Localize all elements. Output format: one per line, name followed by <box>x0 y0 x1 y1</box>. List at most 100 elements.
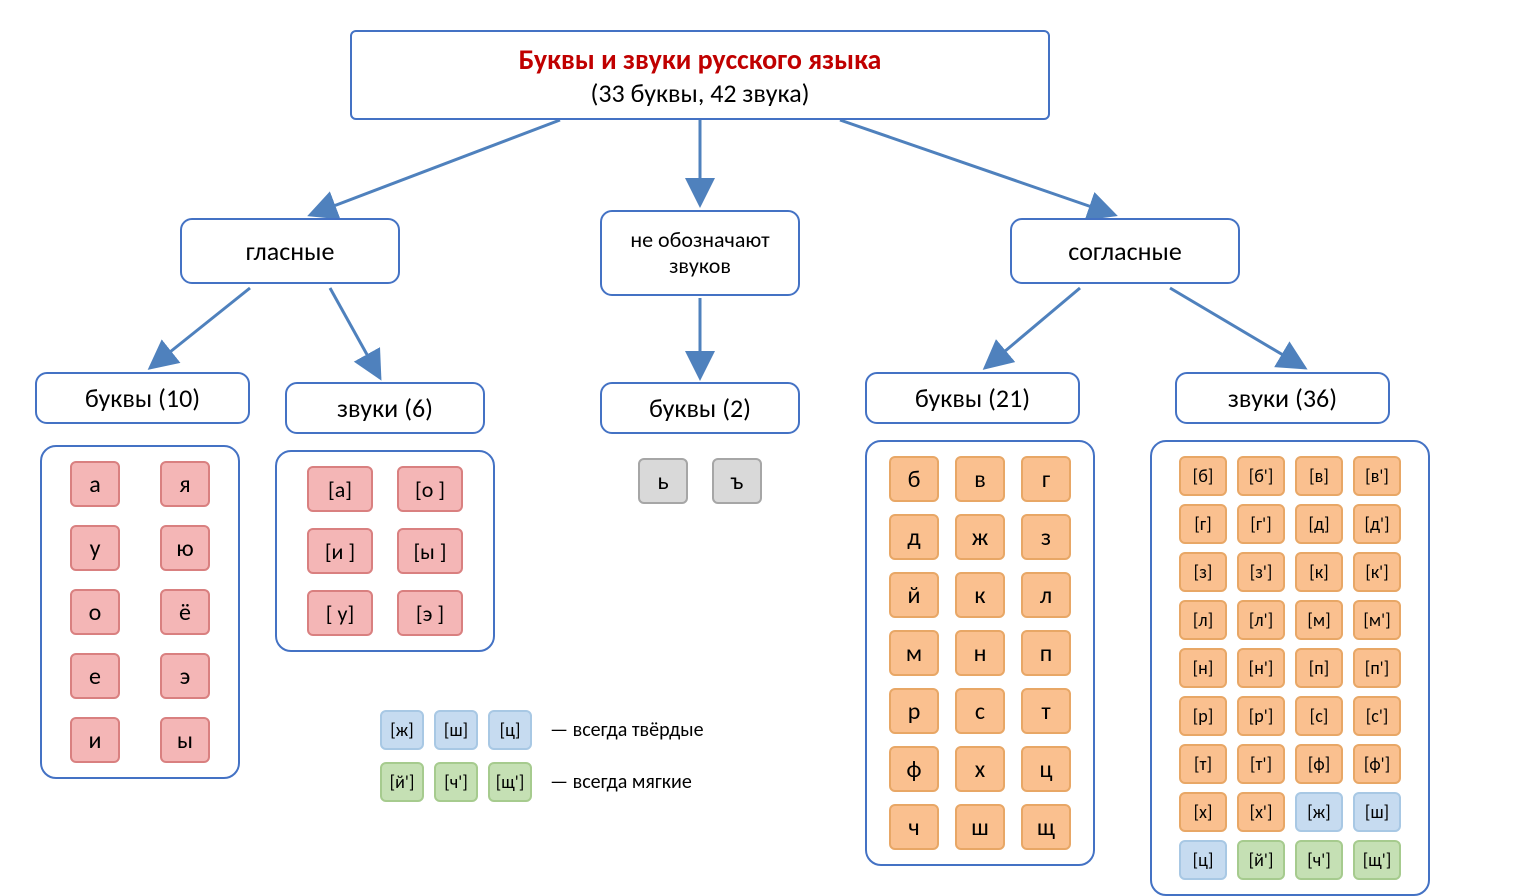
heading-consonant-sounds: звуки (36) <box>1175 372 1390 424</box>
consonant-sound-tile: [щ'] <box>1353 840 1401 880</box>
consonant-letter-tile: ж <box>955 514 1005 560</box>
consonant-letter-tile: н <box>955 630 1005 676</box>
consonant-sound-tile: [г'] <box>1237 504 1285 544</box>
consonant-sound-tile: [д] <box>1295 504 1343 544</box>
consonant-letter-tile: й <box>889 572 939 618</box>
consonant-letter-tile: г <box>1021 456 1071 502</box>
nosound-letter-tile: ь <box>638 458 688 504</box>
consonant-letter-tile: щ <box>1021 804 1071 850</box>
consonant-sound-tile: [т'] <box>1237 744 1285 784</box>
consonant-letter-tile: с <box>955 688 1005 734</box>
consonant-letter-tile: м <box>889 630 939 676</box>
nosound-letter-tile: ъ <box>712 458 762 504</box>
consonant-letter-tile: ч <box>889 804 939 850</box>
consonant-letter-tile: б <box>889 456 939 502</box>
vowel-letter-tile: ы <box>160 717 210 763</box>
vowel-letter-tile: а <box>70 461 120 507</box>
vowel-sound-tile: [ у] <box>307 590 373 636</box>
vowel-letter-tile: и <box>70 717 120 763</box>
vowel-letter-tile: о <box>70 589 120 635</box>
vowel-letter-tile: я <box>160 461 210 507</box>
heading-vowel-sounds: звуки (6) <box>285 382 485 434</box>
consonant-sound-tile: [м] <box>1295 600 1343 640</box>
nosound-letters-box: ьъ <box>610 450 790 512</box>
vowel-sound-tile: [э ] <box>397 590 463 636</box>
legend-hard-tile: [ж] <box>380 710 424 750</box>
branch-consonants: согласные <box>1010 218 1240 284</box>
consonant-sound-tile: [с] <box>1295 696 1343 736</box>
vowel-letter-tile: ё <box>160 589 210 635</box>
consonant-letter-tile: х <box>955 746 1005 792</box>
consonant-sound-tile: [в'] <box>1353 456 1401 496</box>
heading-nosound-letters-label: буквы (2) <box>649 392 751 424</box>
heading-vowel-letters-label: буквы (10) <box>85 382 200 414</box>
branch-nosound-label: не обозначают звуков <box>602 227 798 280</box>
consonant-sound-tile: [ч'] <box>1295 840 1343 880</box>
vowel-letter-tile: э <box>160 653 210 699</box>
vowel-sound-tile: [а] <box>307 466 373 512</box>
vowel-letter-tile: ю <box>160 525 210 571</box>
legend-soft-tile: [й'] <box>380 762 424 802</box>
consonant-letter-tile: л <box>1021 572 1071 618</box>
legend-soft: [й'][ч'][щ'] — всегда мягкие <box>380 762 692 802</box>
root-title: Буквы и звуки русского языка <box>519 42 882 77</box>
consonant-sound-tile: [й'] <box>1237 840 1285 880</box>
consonant-sound-tile: [г] <box>1179 504 1227 544</box>
consonant-sound-tile: [п'] <box>1353 648 1401 688</box>
consonant-sound-tile: [х] <box>1179 792 1227 832</box>
vowel-letter-tile: е <box>70 653 120 699</box>
heading-vowel-letters: буквы (10) <box>35 372 250 424</box>
consonant-sound-tile: [з'] <box>1237 552 1285 592</box>
consonant-sounds-box: [б][б'][в][в'][г][г'][д][д'][з][з'][к][к… <box>1150 440 1430 896</box>
consonant-sound-tile: [б] <box>1179 456 1227 496</box>
heading-consonant-letters-label: буквы (21) <box>915 382 1030 414</box>
consonant-sound-tile: [с'] <box>1353 696 1401 736</box>
consonant-sound-tile: [л] <box>1179 600 1227 640</box>
legend-hard: [ж][ш][ц] — всегда твёрдые <box>380 710 704 750</box>
legend-hard-text: — всегда твёрдые <box>550 718 704 742</box>
legend-soft-text: — всегда мягкие <box>550 770 692 794</box>
consonant-letter-tile: т <box>1021 688 1071 734</box>
legend-soft-tile: [щ'] <box>488 762 532 802</box>
consonant-sound-tile: [н'] <box>1237 648 1285 688</box>
consonant-letter-tile: п <box>1021 630 1071 676</box>
heading-nosound-letters: буквы (2) <box>600 382 800 434</box>
consonant-sound-tile: [т] <box>1179 744 1227 784</box>
root-subtitle: (33 буквы, 42 звука) <box>590 77 809 109</box>
consonant-sound-tile: [д'] <box>1353 504 1401 544</box>
consonant-letter-tile: з <box>1021 514 1071 560</box>
consonant-sound-tile: [р] <box>1179 696 1227 736</box>
legend-hard-tile: [ш] <box>434 710 478 750</box>
vowel-letters-box: аяуюоёеэиы <box>40 445 240 779</box>
consonant-sound-tile: [л'] <box>1237 600 1285 640</box>
legend-hard-tile: [ц] <box>488 710 532 750</box>
vowel-sound-tile: [о ] <box>397 466 463 512</box>
vowel-sound-tile: [и ] <box>307 528 373 574</box>
consonant-letter-tile: в <box>955 456 1005 502</box>
consonant-letter-tile: ц <box>1021 746 1071 792</box>
branch-vowels: гласные <box>180 218 400 284</box>
consonant-sound-tile: [ф'] <box>1353 744 1401 784</box>
consonant-sound-tile: [з] <box>1179 552 1227 592</box>
vowel-sounds-box: [а] [о ] [и ] [ы ] [ у] [э ] <box>275 450 495 652</box>
vowel-sound-tile: [ы ] <box>397 528 463 574</box>
heading-consonant-sounds-label: звуки (36) <box>1228 382 1337 414</box>
consonant-letters-box: бвгджзйклмнпрстфхцчшщ <box>865 440 1095 866</box>
legend-soft-tile: [ч'] <box>434 762 478 802</box>
consonant-sound-tile: [х'] <box>1237 792 1285 832</box>
consonant-sound-tile: [ц] <box>1179 840 1227 880</box>
branch-consonants-label: согласные <box>1068 235 1182 267</box>
consonant-sound-tile: [к'] <box>1353 552 1401 592</box>
consonant-sound-tile: [н] <box>1179 648 1227 688</box>
branch-vowels-label: гласные <box>246 235 335 267</box>
consonant-letter-tile: к <box>955 572 1005 618</box>
consonant-sound-tile: [ж] <box>1295 792 1343 832</box>
consonant-sound-tile: [б'] <box>1237 456 1285 496</box>
consonant-letter-tile: р <box>889 688 939 734</box>
consonant-sound-tile: [м'] <box>1353 600 1401 640</box>
root-node: Буквы и звуки русского языка (33 буквы, … <box>350 30 1050 120</box>
consonant-letter-tile: ф <box>889 746 939 792</box>
heading-vowel-sounds-label: звуки (6) <box>337 392 433 424</box>
branch-nosound: не обозначают звуков <box>600 210 800 296</box>
consonant-letter-tile: д <box>889 514 939 560</box>
